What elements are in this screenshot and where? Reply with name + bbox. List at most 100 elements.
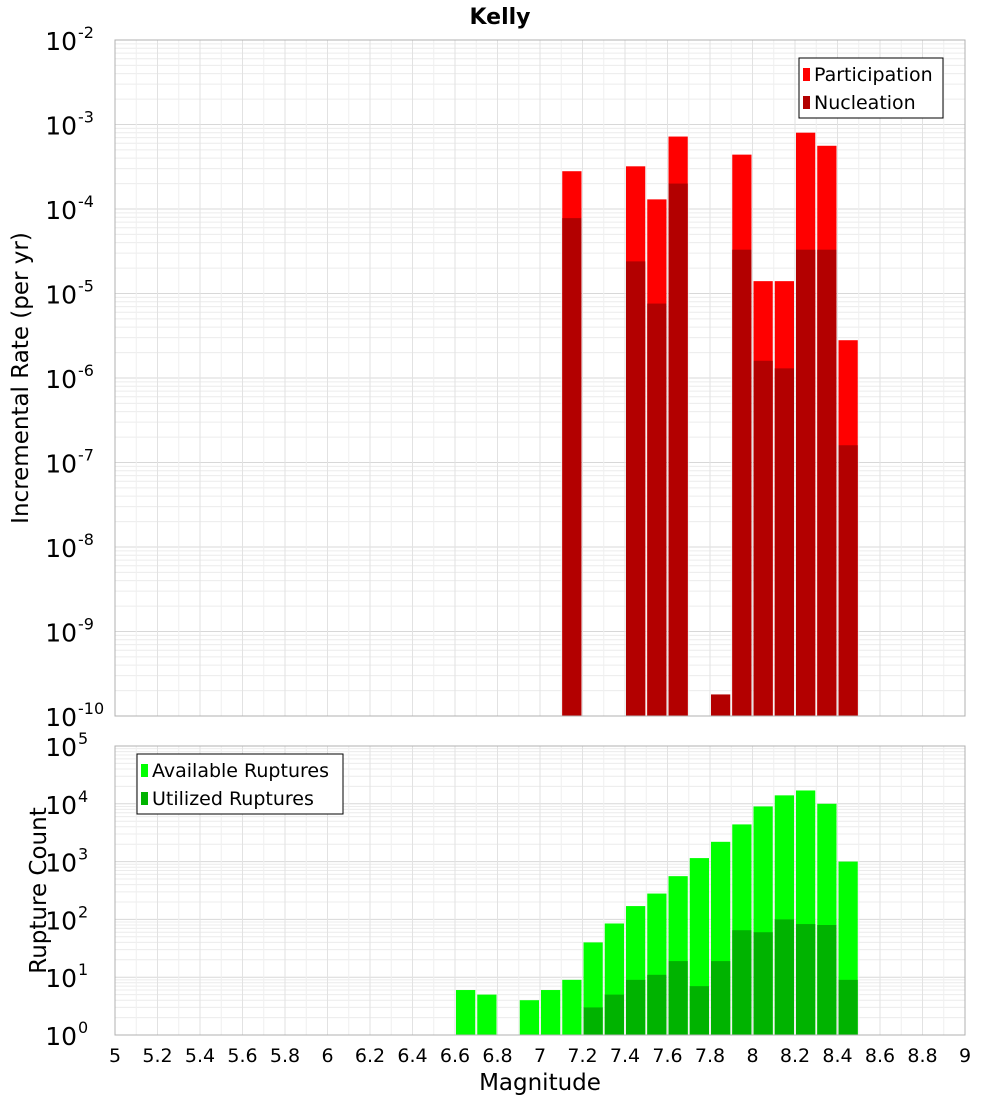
bar [668,961,688,1035]
bar [711,694,731,716]
y-tick-label: 10 [45,703,77,732]
y-tick-label: 10 [45,450,77,479]
bar [732,930,752,1035]
x-tick-label: 7 [534,1045,546,1067]
y-tick-exponent: -7 [78,446,94,465]
series-nucleation [562,183,858,716]
bar [817,925,837,1035]
y-tick-exponent: 3 [78,845,88,864]
x-tick-label: 5.2 [142,1045,172,1067]
x-tick-labels: 5 5.2 5.4 5.6 5.8 6 6.2 6.4 6.6 6.8 7 7.2 7.4 7.6 7.8 8… [109,1045,971,1067]
y-axis-label: Incremental Rate (per yr) [8,232,34,524]
legend-swatch [141,764,148,777]
x-tick-label: 8.2 [780,1045,810,1067]
x-tick-label: 8.4 [822,1045,852,1067]
legend-swatch [803,68,810,81]
x-tick-label: 8.8 [907,1045,937,1067]
y-tick-label: 10 [45,619,77,648]
x-tick-label: 7.2 [567,1045,597,1067]
y-tick-exponent: 5 [78,729,88,748]
bar [477,994,497,1035]
y-tick-label: 10 [45,281,77,310]
x-tick-label: 5.8 [270,1045,300,1067]
bar [732,249,752,716]
y-tick-exponent: -2 [78,23,94,42]
bar [562,218,582,716]
x-tick-label: 5 [109,1045,121,1067]
y-tick-label: 10 [45,1022,77,1051]
y-tick-exponent: 2 [78,902,88,921]
y-tick-exponent: -5 [78,277,94,296]
legend-label: Participation [814,64,933,86]
bar [689,986,709,1035]
x-tick-label: 8.6 [865,1045,895,1067]
legend-swatch [803,96,810,109]
x-tick-label: 6 [321,1045,333,1067]
bar [626,261,646,716]
bar [626,979,646,1035]
x-tick-label: 6.8 [482,1045,512,1067]
y-tick-label: 10 [45,906,77,935]
x-tick-label: 6.6 [440,1045,470,1067]
bar [604,994,624,1035]
bar [774,919,794,1035]
x-tick-label: 5.4 [185,1045,215,1067]
legend: Available Ruptures Utilized Ruptures [136,753,344,815]
bar [796,924,816,1035]
y-tick-exponent: 0 [78,1018,88,1037]
bar [774,368,794,716]
bar [817,249,837,716]
y-axis-label: Rupture Count [26,807,52,973]
x-tick-label: 6.4 [397,1045,427,1067]
bar [562,979,582,1035]
y-tick-exponent: 1 [78,960,88,979]
legend-box [798,57,944,119]
legend-label: Nucleation [814,92,916,114]
legend-box [136,753,344,815]
legend-swatch [141,792,148,805]
x-axis-label: Magnitude [479,1070,601,1096]
x-tick-label: 7.8 [695,1045,725,1067]
y-tick-exponent: -8 [78,530,94,549]
bar [647,974,667,1035]
y-tick-exponent: -6 [78,361,94,380]
bar [838,445,858,716]
bar [647,303,667,716]
x-tick-label: 8 [746,1045,758,1067]
bar [519,1000,539,1035]
y-tick-label: 10 [45,112,77,141]
plot-frame [114,39,966,717]
y-tick-label: 10 [45,365,77,394]
bar [796,249,816,716]
y-tick-exponent: -10 [78,699,104,718]
y-tick-label: 10 [45,964,77,993]
y-tick-exponent: -3 [78,108,94,127]
bar [541,990,561,1035]
x-tick-label: 6.2 [355,1045,385,1067]
legend-label: Available Ruptures [152,760,329,782]
bar [668,183,688,716]
rate-panel: 10-210-310-410-510-610-710-810-910 -10Inc… [8,23,966,732]
x-tick-label: 7.4 [610,1045,640,1067]
y-tick-label: 10 [45,791,77,820]
y-tick-label: 10 [45,733,77,762]
y-tick-exponent: -9 [78,615,94,634]
y-tick-label: 10 [45,534,77,563]
y-tick-label: 10 [45,849,77,878]
y-tick-exponent: -4 [78,192,94,211]
x-tick-label: 7.6 [652,1045,682,1067]
bar [583,1007,603,1035]
bar [838,979,858,1035]
y-tick-label: 10 [45,196,77,225]
grid [114,40,966,717]
series-utilized-ruptures [583,919,858,1035]
legend: Participation Nucleation [798,57,944,119]
chart-title: Kelly [469,5,530,30]
y-tick-labels: 10-210-310-410-510-610-710-810-910-10 [45,23,104,732]
bar [711,961,731,1035]
legend-label: Utilized Ruptures [152,788,314,810]
